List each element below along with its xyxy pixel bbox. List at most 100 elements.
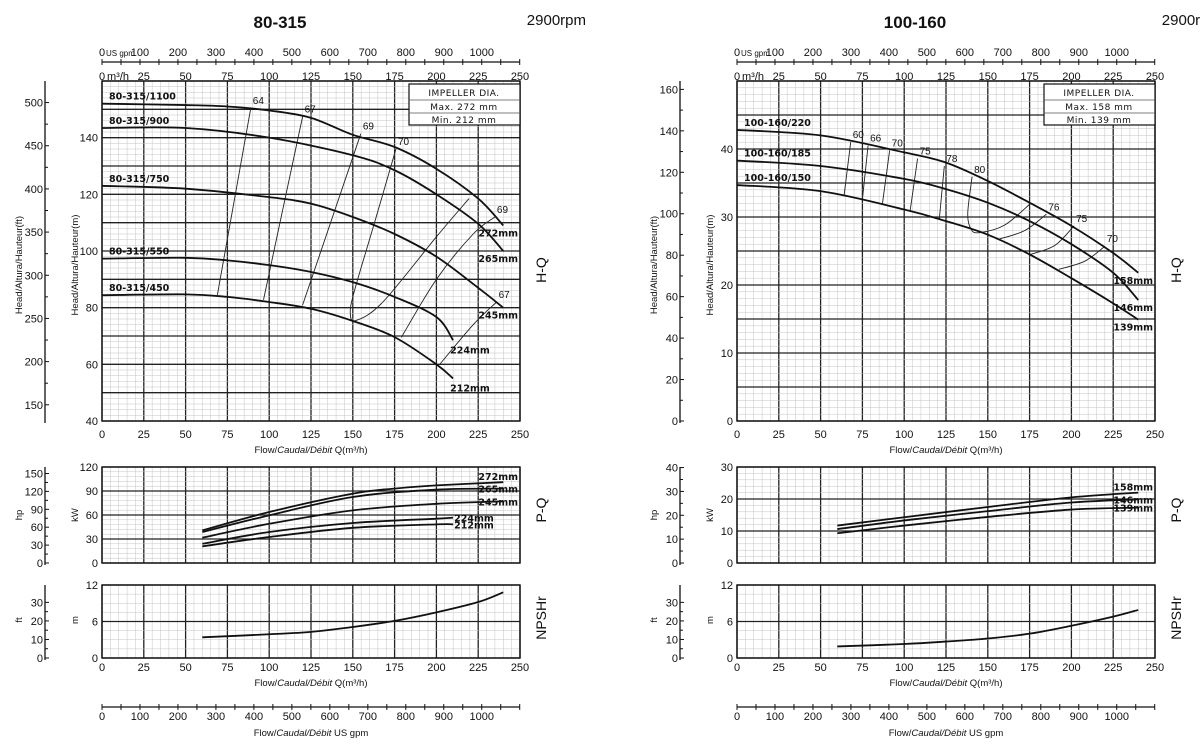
m-tick-label: 0 <box>727 653 733 665</box>
efficiency-curve <box>938 165 945 220</box>
npsh-curve <box>202 591 504 639</box>
secondary-tick-label: 30 <box>31 597 43 609</box>
x-axis-title: Flow/Caudal/Débit Q(m³/h) <box>890 678 1003 689</box>
m-tick-label: 80 <box>86 303 98 315</box>
efficiency-label: 76 <box>1048 202 1060 213</box>
top-x-tick-label: 50 <box>179 71 191 83</box>
m-tick-label: 40 <box>721 144 733 156</box>
x-axis-title: Flow/Caudal/Débit US gpm <box>889 728 1004 739</box>
m-axis-title: kW <box>705 508 716 522</box>
chart-title: 80-315 <box>254 13 307 32</box>
power-curve <box>202 487 504 533</box>
secondary-tick-label: 200 <box>25 357 43 369</box>
m-tick-label: 30 <box>721 212 733 224</box>
curve-type-label: P-Q <box>1168 497 1184 522</box>
impeller-max: Max. 272 mm <box>430 103 497 113</box>
x-axis-title-part: US gpm <box>331 728 368 739</box>
x-tick-label: 200 <box>1062 429 1080 441</box>
top-x-tick-label: 200 <box>427 71 445 83</box>
x-tick-label: 50 <box>179 662 191 674</box>
x-axis-title-part: Caudal/Débit <box>912 678 967 689</box>
m-tick-label: 0 <box>727 416 733 428</box>
top-x-tick-label: 75 <box>856 71 868 83</box>
m-tick-label: 30 <box>86 534 98 546</box>
m-tick-label: 20 <box>721 280 733 292</box>
secondary-tick-label: 350 <box>25 227 43 239</box>
pq-frame <box>736 466 1156 564</box>
x-tick-label: 150 <box>344 662 362 674</box>
efficiency-label: 70 <box>1107 234 1119 245</box>
efficiency-curve <box>302 133 362 306</box>
secondary-tick-label: 40 <box>666 463 678 475</box>
efficiency-curve <box>349 148 470 322</box>
gpm-tick-label: 100 <box>131 711 149 723</box>
x-tick-label: 200 <box>427 662 445 674</box>
m-tick-label: 40 <box>86 416 98 428</box>
top-x-tick-label: 100 <box>260 71 278 83</box>
gpm-tick-label: 100 <box>766 711 784 723</box>
secondary-tick-label: 0 <box>37 653 43 665</box>
top-x-tick-label: 100 <box>895 71 913 83</box>
x-axis-title-part: Flow/ <box>254 728 277 739</box>
impeller-min: Min. 139 mm <box>1067 116 1132 126</box>
x-tick-label: 100 <box>895 429 913 441</box>
impeller-diameter-label: 158mm <box>1113 276 1153 287</box>
x-tick-label: 0 <box>99 429 105 441</box>
x-axis-title: Flow/Caudal/Débit Q(m³/h) <box>255 445 368 456</box>
m-tick-label: 60 <box>86 510 98 522</box>
m-axis-title: Head/Altura/Hauteur(m) <box>70 215 81 316</box>
gpm-tick-label: 1000 <box>1104 47 1128 59</box>
gpm-tick-label: 900 <box>1070 47 1088 59</box>
m-tick-label: 0 <box>727 558 733 570</box>
gpm-tick-label: 900 <box>435 711 453 723</box>
head-curve <box>101 102 504 227</box>
gpm-unit-label: US gpm <box>741 49 770 58</box>
power-curve-label: 158mm <box>1113 483 1153 494</box>
gpm-tick-label: 800 <box>1032 711 1050 723</box>
impeller-box-title: IMPELLER DIA. <box>428 89 499 99</box>
top-x-tick-label: 0 <box>734 71 740 83</box>
gpm-tick-label: 200 <box>804 711 822 723</box>
gpm-tick-label: 700 <box>994 711 1012 723</box>
x-tick-label: 225 <box>469 429 487 441</box>
bottom-gpm-axis: 0 100 200 300 400 500 600 700 800 900 1000 Flow/Cau… <box>734 704 1156 739</box>
power-curve <box>202 516 454 545</box>
gpm-tick-label: 900 <box>1070 711 1088 723</box>
x-tick-label: 150 <box>344 429 362 441</box>
secondary-tick-label: 20 <box>31 616 43 628</box>
secondary-tick-label: 140 <box>660 126 678 138</box>
gpm-tick-label: 700 <box>359 711 377 723</box>
efficiency-label: 80 <box>974 165 986 176</box>
m-tick-label: 30 <box>721 462 733 474</box>
gpm-tick-label: 600 <box>956 47 974 59</box>
power-curve-label: 212mm <box>454 520 494 531</box>
m-tick-label: 10 <box>721 526 733 538</box>
gpm-unit-label: US gpm <box>106 49 135 58</box>
secondary-tick-label: 100 <box>660 209 678 221</box>
impeller-diameter-label: 224mm <box>450 345 490 356</box>
x-tick-label: 175 <box>1020 662 1038 674</box>
gpm-tick-label: 300 <box>842 711 860 723</box>
npsh-plot: 0 6 12 0 10 20 30 m ft NPSHr 0 25 50 75 100 125 150 175 20… <box>14 580 549 689</box>
x-axis-title-part: Flow/ <box>255 445 278 456</box>
gpm-tick-label: 400 <box>245 711 263 723</box>
top-x-tick-label: 125 <box>302 71 320 83</box>
secondary-tick-label: 30 <box>666 597 678 609</box>
power-curve <box>202 500 504 539</box>
efficiency-curve <box>1058 245 1106 270</box>
x-tick-label: 25 <box>773 662 785 674</box>
gpm-tick-label: 800 <box>397 711 415 723</box>
m-tick-label: 6 <box>92 617 98 629</box>
efficiency-label: 70 <box>398 137 410 148</box>
m3h-unit-label: m³/h <box>742 71 764 83</box>
npsh-plot: 0 6 12 0 10 20 30 m ft NPSHr 0 25 50 75 100 125 150 175 20… <box>649 580 1184 689</box>
gpm-tick-label: 600 <box>321 711 339 723</box>
m3h-unit-label: m³/h <box>107 71 129 83</box>
x-tick-label: 175 <box>1020 429 1038 441</box>
top-x-tick-label: 125 <box>937 71 955 83</box>
gpm-tick-label: 0 <box>99 47 105 59</box>
top-x-tick-label: 225 <box>469 71 487 83</box>
secondary-tick-label: 20 <box>666 375 678 387</box>
secondary-axis-title: Head/Altura/Hauteur(ft) <box>14 216 25 314</box>
